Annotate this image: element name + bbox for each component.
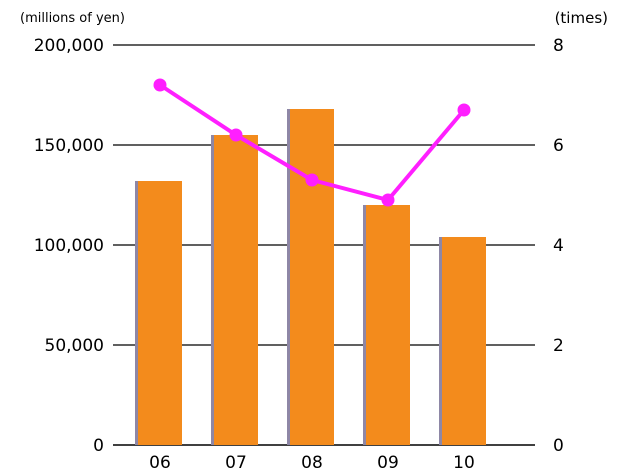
bar-08 <box>290 109 334 445</box>
x-tick-label: 07 <box>225 453 247 473</box>
category-axis: 06 07 08 09 10 <box>149 453 475 473</box>
line-point <box>457 103 471 117</box>
left-tick-label: 200,000 <box>34 36 104 56</box>
bar-shadow <box>363 205 366 445</box>
left-tick-label: 0 <box>93 436 104 456</box>
left-axis-ticks: 0 50,000 100,000 150,000 200,000 <box>34 36 104 456</box>
right-axis-ticks: 0 2 4 6 8 <box>553 36 564 456</box>
bar-07 <box>214 135 258 445</box>
line-point <box>381 193 395 207</box>
line-point <box>153 78 167 92</box>
bar-shadow <box>439 237 442 445</box>
bar-shadow <box>287 109 290 445</box>
bar-09 <box>366 205 410 445</box>
bar-series <box>135 109 486 445</box>
right-tick-label: 0 <box>553 436 564 456</box>
right-axis-unit-label: (times) <box>555 9 608 27</box>
right-tick-label: 2 <box>553 336 564 356</box>
x-tick-label: 06 <box>149 453 171 473</box>
right-tick-label: 8 <box>553 36 564 56</box>
x-tick-label: 09 <box>377 453 399 473</box>
x-tick-label: 08 <box>301 453 323 473</box>
bar-shadow <box>211 135 214 445</box>
right-tick-label: 4 <box>553 236 564 256</box>
line-series <box>153 78 471 207</box>
line-point <box>305 173 319 187</box>
bar-shadow <box>135 181 138 445</box>
bar-10 <box>442 237 486 445</box>
left-tick-label: 150,000 <box>34 136 104 156</box>
x-tick-label: 10 <box>453 453 475 473</box>
left-tick-label: 50,000 <box>45 336 104 356</box>
left-tick-label: 100,000 <box>34 236 104 256</box>
line-point <box>229 128 243 142</box>
bar-06 <box>138 181 182 445</box>
left-axis-unit-label: (millions of yen) <box>20 11 125 26</box>
right-tick-label: 6 <box>553 136 564 156</box>
